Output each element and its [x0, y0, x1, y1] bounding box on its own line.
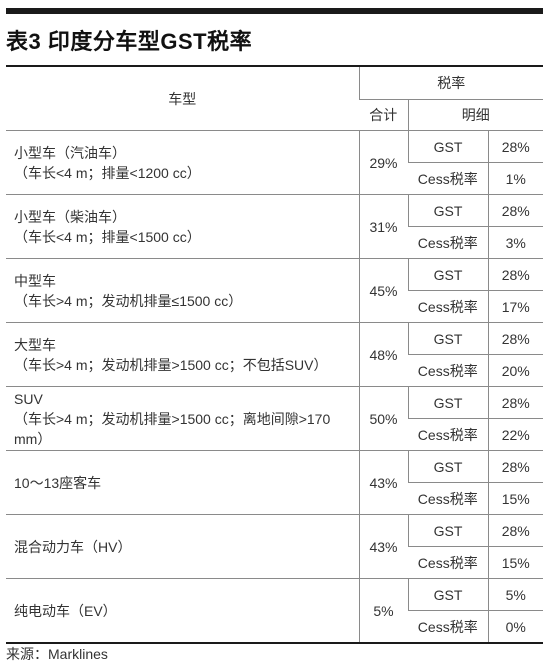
table-row: Cess税率 15%	[6, 482, 543, 515]
vehicle-type-cell: 中型车 （车长>4 m；发动机排量≤1500 cc）	[6, 258, 359, 323]
vehicle-type-name: 纯电动车（EV）	[14, 602, 117, 619]
total-rate-cell: 48%	[358, 322, 408, 387]
tax-item-name: Cess税率	[408, 354, 488, 387]
vehicle-type-cell: 纯电动车（EV）	[6, 578, 359, 644]
tax-item-rate: 28%	[487, 194, 543, 227]
header-total: 合计	[359, 99, 408, 131]
vehicle-type-name: 小型车（柴油车）	[14, 208, 126, 225]
vehicle-type-spec: （车长>4 m；发动机排量≤1500 cc）	[14, 292, 243, 309]
vehicle-type-cell: SUV （车长>4 m；发动机排量>1500 cc；离地间隙>170 mm）	[6, 386, 359, 451]
total-rate-cell: 43%	[358, 450, 408, 515]
table-row: 大型车 （车长>4 m；发动机排量>1500 cc；不包括SUV） 48% GST 28…	[6, 322, 543, 387]
source-note: 来源：Marklines	[6, 646, 108, 662]
tax-item-name: GST	[407, 514, 488, 547]
table-row: Cess税率 22%	[6, 418, 543, 451]
tax-item-rate: 3%	[487, 226, 543, 259]
tax-item-rate: 15%	[487, 546, 543, 579]
table-row: Cess税率 20%	[6, 354, 543, 387]
tax-item-name: GST	[407, 322, 488, 355]
total-rate-cell: 5%	[358, 578, 408, 644]
table-row: Cess税率 17%	[6, 290, 543, 323]
header-detail: 明细	[407, 99, 543, 131]
table-row: 10～13座客车 43% GST 28%	[6, 450, 543, 515]
tax-item-rate: 28%	[487, 258, 543, 291]
vehicle-type-name: 10～13座客车	[14, 474, 102, 491]
tax-item-rate: 28%	[487, 322, 543, 355]
total-rate-cell: 45%	[358, 258, 408, 323]
vehicle-type-name: 小型车（汽油车）	[14, 144, 126, 161]
table-row: 中型车 （车长>4 m；发动机排量≤1500 cc） 45% GST 28%	[6, 258, 543, 323]
tax-item-rate: 20%	[487, 354, 543, 387]
vehicle-type-spec: （车长<4 m；排量<1200 cc）	[14, 164, 201, 181]
vehicle-type-name: 混合动力车（HV）	[14, 538, 132, 555]
vehicle-type-name: 中型车	[14, 272, 56, 289]
tax-item-name: GST	[407, 194, 488, 227]
table-row: 小型车（柴油车） （车长<4 m；排量<1500 cc） 31% GST 28%	[6, 194, 543, 259]
table-row: 纯电动车（EV） 5% GST 5%	[6, 578, 543, 644]
total-rate-cell: 31%	[358, 194, 408, 259]
tax-item-name: GST	[407, 578, 488, 611]
tax-item-rate: 15%	[487, 482, 543, 515]
tax-item-name: Cess税率	[408, 418, 488, 451]
vehicle-type-cell: 10～13座客车	[6, 450, 359, 515]
vehicle-type-cell: 大型车 （车长>4 m；发动机排量>1500 cc；不包括SUV）	[6, 322, 359, 387]
title-rule	[6, 65, 543, 67]
vehicle-type-cell: 混合动力车（HV）	[6, 514, 359, 579]
table-row: Cess税率 1%	[6, 162, 543, 195]
vehicle-type-spec: （车长>4 m；发动机排量>1500 cc；离地间隙>170 mm）	[14, 410, 331, 447]
tax-item-name: Cess税率	[408, 290, 488, 323]
tax-item-name: Cess税率	[408, 226, 488, 259]
tax-item-name: Cess税率	[408, 482, 488, 515]
tax-item-name: Cess税率	[408, 546, 488, 579]
tax-item-rate: 5%	[487, 578, 543, 611]
tax-item-name: Cess税率	[408, 610, 488, 644]
tax-item-rate: 28%	[487, 386, 543, 419]
tax-item-rate: 17%	[487, 290, 543, 323]
tax-item-rate: 28%	[487, 514, 543, 547]
top-bar	[6, 8, 543, 14]
tax-item-rate: 0%	[487, 610, 543, 644]
tax-item-name: GST	[407, 130, 488, 163]
table-row: SUV （车长>4 m；发动机排量>1500 cc；离地间隙>170 mm） 50%…	[6, 386, 543, 451]
table-row: 小型车（汽油车） （车长<4 m；排量<1200 cc） 29% GST 28%	[6, 130, 543, 195]
tax-item-rate: 28%	[487, 450, 543, 483]
table-body: 小型车（汽油车） （车长<4 m；排量<1200 cc） 29% GST 28% Cess…	[6, 130, 543, 644]
vehicle-type-name: 大型车	[14, 336, 56, 353]
gst-rate-table: 车型 税率 合计 明细 小型车（汽油车） （车长<4 m；排量<1200 cc） 2…	[6, 67, 543, 644]
table-row: 混合动力车（HV） 43% GST 28%	[6, 514, 543, 579]
tax-item-name: GST	[407, 258, 488, 291]
header-tax-rate: 税率	[358, 67, 543, 100]
tax-item-name: GST	[407, 450, 488, 483]
vehicle-type-spec: （车长<4 m；排量<1500 cc）	[14, 228, 201, 245]
tax-item-name: GST	[407, 386, 488, 419]
tax-item-rate: 1%	[487, 162, 543, 195]
vehicle-type-cell: 小型车（柴油车） （车长<4 m；排量<1500 cc）	[6, 194, 359, 259]
table-row: Cess税率 3%	[6, 226, 543, 259]
table-row: Cess税率 15%	[6, 546, 543, 579]
tax-item-rate: 28%	[487, 130, 543, 163]
table-row: Cess税率 0%	[6, 610, 543, 644]
vehicle-type-cell: 小型车（汽油车） （车长<4 m；排量<1200 cc）	[6, 130, 359, 195]
total-rate-cell: 43%	[358, 514, 408, 579]
vehicle-type-spec: （车长>4 m；发动机排量>1500 cc；不包括SUV）	[14, 356, 328, 373]
tax-item-name: Cess税率	[408, 162, 488, 195]
header-vehicle-type: 车型	[6, 67, 359, 131]
table-title: 表3 印度分车型GST税率	[6, 29, 253, 54]
total-rate-cell: 50%	[358, 386, 408, 451]
tax-item-rate: 22%	[487, 418, 543, 451]
total-rate-cell: 29%	[358, 130, 408, 195]
vehicle-type-name: SUV	[14, 390, 43, 407]
